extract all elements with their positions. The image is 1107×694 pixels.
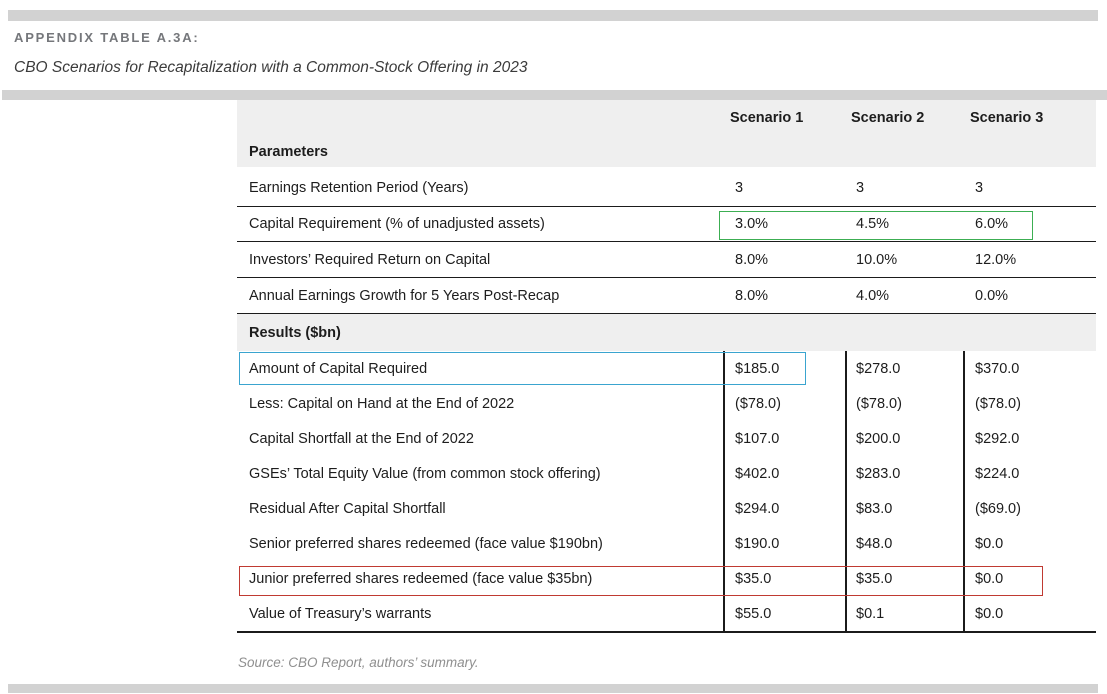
row-value-s3: $0.0 bbox=[975, 605, 1004, 622]
row-value-s2: $35.0 bbox=[856, 570, 893, 587]
row-value-s2: 10.0% bbox=[856, 251, 898, 268]
table-row: GSEs’ Total Equity Value (from common st… bbox=[237, 456, 1096, 491]
table-row: Capital Requirement (% of unadjusted ass… bbox=[237, 207, 1096, 242]
row-value-s2: $283.0 bbox=[856, 465, 901, 482]
row-value-s2: 4.0% bbox=[856, 287, 890, 304]
column-header-scenario-2: Scenario 2 bbox=[851, 110, 925, 126]
row-value-s3: $370.0 bbox=[975, 360, 1020, 377]
row-label: Amount of Capital Required bbox=[249, 360, 428, 377]
table-bottom-rule bbox=[237, 631, 1096, 633]
row-value-s1: 8.0% bbox=[735, 287, 769, 304]
row-label: Junior preferred shares redeemed (face v… bbox=[249, 570, 593, 587]
row-label: Senior preferred shares redeemed (face v… bbox=[249, 535, 603, 552]
row-value-s1: $107.0 bbox=[735, 430, 780, 447]
column-divider bbox=[845, 351, 847, 631]
row-value-s1: $35.0 bbox=[735, 570, 772, 587]
column-divider bbox=[723, 351, 725, 631]
row-label: Capital Shortfall at the End of 2022 bbox=[249, 430, 474, 447]
column-header-scenario-1: Scenario 1 bbox=[730, 110, 804, 126]
table-row: Annual Earnings Growth for 5 Years Post-… bbox=[237, 279, 1096, 314]
table-row: Less: Capital on Hand at the End of 2022… bbox=[237, 386, 1096, 421]
row-value-s1: ($78.0) bbox=[735, 395, 781, 412]
row-value-s1: $185.0 bbox=[735, 360, 780, 377]
row-value-s3: $0.0 bbox=[975, 570, 1004, 587]
row-value-s3: 0.0% bbox=[975, 287, 1009, 304]
page-title: CBO Scenarios for Recapitalization with … bbox=[14, 59, 528, 76]
row-label: GSEs’ Total Equity Value (from common st… bbox=[249, 465, 601, 482]
row-value-s2: $200.0 bbox=[856, 430, 901, 447]
row-label: Earnings Retention Period (Years) bbox=[249, 180, 469, 196]
row-label: Annual Earnings Growth for 5 Years Post-… bbox=[249, 287, 560, 304]
column-header-scenario-3: Scenario 3 bbox=[970, 110, 1044, 126]
source-note: Source: CBO Report, authors’ summary. bbox=[238, 655, 479, 670]
row-value-s3: 6.0% bbox=[975, 216, 1009, 232]
row-value-s1: $190.0 bbox=[735, 535, 780, 552]
table-row: Amount of Capital Required $185.0 $278.0… bbox=[237, 351, 1096, 386]
row-value-s3: $224.0 bbox=[975, 465, 1020, 482]
section-header-parameters: Parameters bbox=[249, 144, 328, 160]
row-label: Less: Capital on Hand at the End of 2022 bbox=[249, 395, 515, 412]
table-row: Investors’ Required Return on Capital 8.… bbox=[237, 243, 1096, 278]
row-value-s3: 3 bbox=[975, 180, 984, 196]
table-row: Junior preferred shares redeemed (face v… bbox=[237, 561, 1096, 596]
table-row: Earnings Retention Period (Years) 3 3 3 bbox=[237, 170, 1096, 207]
section-header-results-background: Results ($bn) bbox=[237, 314, 1096, 351]
top-rule-bar bbox=[8, 10, 1098, 21]
row-value-s2: $83.0 bbox=[856, 500, 893, 517]
row-value-s1: 3 bbox=[735, 180, 744, 196]
row-label: Residual After Capital Shortfall bbox=[249, 500, 446, 517]
bottom-rule-bar bbox=[8, 684, 1098, 693]
row-value-s3: 12.0% bbox=[975, 251, 1017, 268]
row-value-s2: $48.0 bbox=[856, 535, 893, 552]
appendix-label: APPENDIX TABLE A.3A: bbox=[14, 30, 200, 45]
scenario-table: Scenario 1 Scenario 2 Scenario 3 Paramet… bbox=[237, 100, 1096, 636]
table-header-background bbox=[237, 100, 1096, 167]
row-label: Investors’ Required Return on Capital bbox=[249, 251, 491, 268]
row-value-s1: 3.0% bbox=[735, 216, 769, 232]
row-label: Capital Requirement (% of unadjusted ass… bbox=[249, 216, 545, 232]
table-row: Value of Treasury’s warrants $55.0 $0.1 … bbox=[237, 596, 1096, 631]
table-row: Senior preferred shares redeemed (face v… bbox=[237, 526, 1096, 561]
row-value-s3: ($69.0) bbox=[975, 500, 1021, 517]
row-value-s3: ($78.0) bbox=[975, 395, 1021, 412]
table-row: Capital Shortfall at the End of 2022 $10… bbox=[237, 421, 1096, 456]
row-value-s2: $0.1 bbox=[856, 605, 885, 622]
row-value-s2: ($78.0) bbox=[856, 395, 902, 412]
row-value-s1: $55.0 bbox=[735, 605, 772, 622]
row-value-s2: $278.0 bbox=[856, 360, 901, 377]
row-value-s1: $402.0 bbox=[735, 465, 780, 482]
table-row: Residual After Capital Shortfall $294.0 … bbox=[237, 491, 1096, 526]
row-value-s1: 8.0% bbox=[735, 251, 769, 268]
row-value-s1: $294.0 bbox=[735, 500, 780, 517]
title-rule-bar bbox=[2, 90, 1107, 100]
column-divider bbox=[963, 351, 965, 631]
row-value-s3: $0.0 bbox=[975, 535, 1004, 552]
row-value-s3: $292.0 bbox=[975, 430, 1020, 447]
row-label: Value of Treasury’s warrants bbox=[249, 605, 432, 622]
section-header-results: Results ($bn) bbox=[249, 324, 341, 341]
row-value-s2: 3 bbox=[856, 180, 865, 196]
row-value-s2: 4.5% bbox=[856, 216, 890, 232]
